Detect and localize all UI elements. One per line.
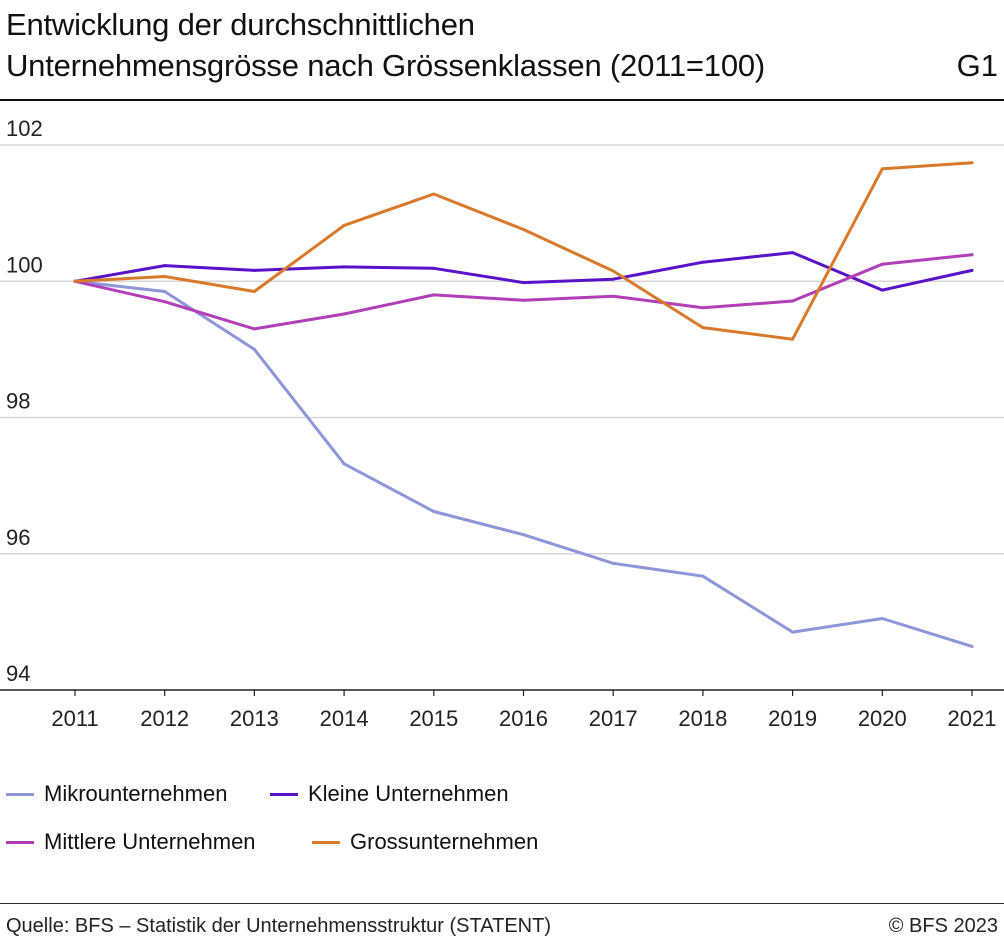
line-chart: 94 96 98 100 102 2011 2012 2013 2014 2015 2016 2017…: [0, 116, 1004, 731]
data-point-grossunternehmen-2020: [880, 167, 884, 171]
data-point-mittlere-unternehmen-2019: [791, 299, 795, 303]
data-point-kleine-unternehmen-2019: [791, 251, 795, 255]
data-point-mittlere-unternehmen-2013: [252, 327, 256, 331]
data-point-grossunternehmen-2011: [73, 279, 77, 283]
data-point-mittlere-unternehmen-2012: [163, 300, 167, 304]
legend-swatch-mittlere-unternehmen: [6, 840, 34, 844]
data-point-kleine-unternehmen-2015: [432, 266, 436, 270]
x-tick-label-2013: 2013: [230, 706, 279, 731]
data-point-kleine-unternehmen-2013: [252, 268, 256, 272]
chart-id-label: G1: [956, 48, 998, 83]
data-point-mikrounternehmen-2020: [880, 616, 884, 620]
data-point-grossunternehmen-2018: [701, 326, 705, 330]
data-point-kleine-unternehmen-2018: [701, 260, 705, 264]
legend-label-mittlere-unternehmen: Mittlere Unternehmen: [44, 829, 256, 854]
data-point-mittlere-unternehmen-2018: [701, 306, 705, 310]
data-point-mikrounternehmen-2016: [522, 533, 525, 537]
y-tick-label-96: 96: [6, 525, 30, 550]
y-tick-label-98: 98: [6, 389, 30, 414]
data-point-mittlere-unternehmen-2017: [611, 294, 615, 298]
y-tick-label-102: 102: [6, 116, 43, 141]
legend-swatch-grossunternehmen: [312, 840, 340, 844]
data-point-mikrounternehmen-2013: [252, 347, 256, 351]
legend-item-grossunternehmen: Grossunternehmen: [312, 827, 538, 857]
data-point-mittlere-unternehmen-2020: [880, 262, 884, 266]
data-point-kleine-unternehmen-2020: [880, 288, 884, 292]
data-point-grossunternehmen-2014: [342, 223, 346, 227]
data-point-grossunternehmen-2016: [522, 227, 525, 231]
data-point-grossunternehmen-2017: [611, 269, 615, 273]
data-point-mikrounternehmen-2014: [342, 462, 346, 466]
data-point-mikrounternehmen-2021: [970, 644, 974, 648]
data-point-grossunternehmen-2012: [163, 274, 167, 278]
data-point-grossunternehmen-2015: [432, 192, 436, 196]
legend-label-mikrounternehmen: Mikrounternehmen: [44, 781, 228, 806]
footer-divider: [0, 903, 1004, 904]
x-tick-label-2018: 2018: [678, 706, 727, 731]
data-point-mikrounternehmen-2012: [163, 289, 167, 293]
data-point-mittlere-unternehmen-2014: [342, 312, 346, 316]
header-divider: [0, 99, 1004, 101]
data-point-mittlere-unternehmen-2016: [522, 298, 525, 302]
data-point-mikrounternehmen-2017: [611, 561, 615, 565]
chart-title-line-1: Entwicklung der durchschnittlichen: [6, 7, 475, 42]
series-line-mittlere-unternehmen: [73, 253, 974, 331]
legend-item-kleine-unternehmen: Kleine Unternehmen: [270, 779, 509, 809]
x-tick-label-2011: 2011: [51, 706, 98, 731]
legend-swatch-mikrounternehmen: [6, 792, 34, 796]
data-point-mikrounternehmen-2018: [701, 574, 705, 578]
data-point-mittlere-unternehmen-2021: [970, 253, 974, 257]
legend-item-mikrounternehmen: Mikrounternehmen: [6, 779, 227, 809]
data-point-kleine-unternehmen-2012: [163, 264, 167, 268]
x-tick-label-2014: 2014: [320, 706, 369, 731]
series-line-mikrounternehmen: [73, 279, 974, 648]
legend-label-grossunternehmen: Grossunternehmen: [350, 829, 539, 854]
chart-title: Entwicklung der durchschnittlichen Unter…: [6, 4, 886, 86]
x-tick-label-2016: 2016: [499, 706, 548, 731]
y-tick-label-94: 94: [6, 661, 30, 686]
source-note: Quelle: BFS – Statistik der Unternehmens…: [6, 915, 551, 937]
data-point-mikrounternehmen-2015: [432, 510, 436, 514]
x-tick-label-2015: 2015: [409, 706, 458, 731]
chart-legend: Mikrounternehmen Kleine Unternehmen Mitt…: [6, 775, 706, 875]
data-point-kleine-unternehmen-2016: [522, 281, 525, 285]
data-point-grossunternehmen-2021: [970, 161, 974, 165]
data-point-mittlere-unternehmen-2015: [432, 293, 436, 297]
x-tick-label-2019: 2019: [768, 706, 817, 731]
x-tick-label-2017: 2017: [589, 706, 638, 731]
legend-swatch-kleine-unternehmen: [270, 792, 298, 796]
x-tick-label-2020: 2020: [858, 706, 907, 731]
data-point-kleine-unternehmen-2021: [970, 268, 974, 272]
legend-label-kleine-unternehmen: Kleine Unternehmen: [308, 781, 509, 806]
data-point-kleine-unternehmen-2017: [611, 277, 615, 281]
legend-item-mittlere-unternehmen: Mittlere Unternehmen: [6, 827, 256, 857]
data-point-grossunternehmen-2019: [791, 337, 795, 341]
data-point-kleine-unternehmen-2014: [342, 265, 346, 269]
chart-title-line-2: Unternehmensgrösse nach Grössenklassen (…: [6, 48, 766, 83]
y-tick-label-100: 100: [6, 252, 43, 277]
copyright-note: © BFS 2023: [888, 915, 998, 937]
x-tick-label-2021: 2021: [948, 706, 997, 731]
data-point-grossunternehmen-2013: [252, 289, 256, 293]
data-point-mikrounternehmen-2019: [791, 630, 795, 634]
x-tick-label-2012: 2012: [140, 706, 189, 731]
series-line-grossunternehmen: [73, 161, 974, 341]
